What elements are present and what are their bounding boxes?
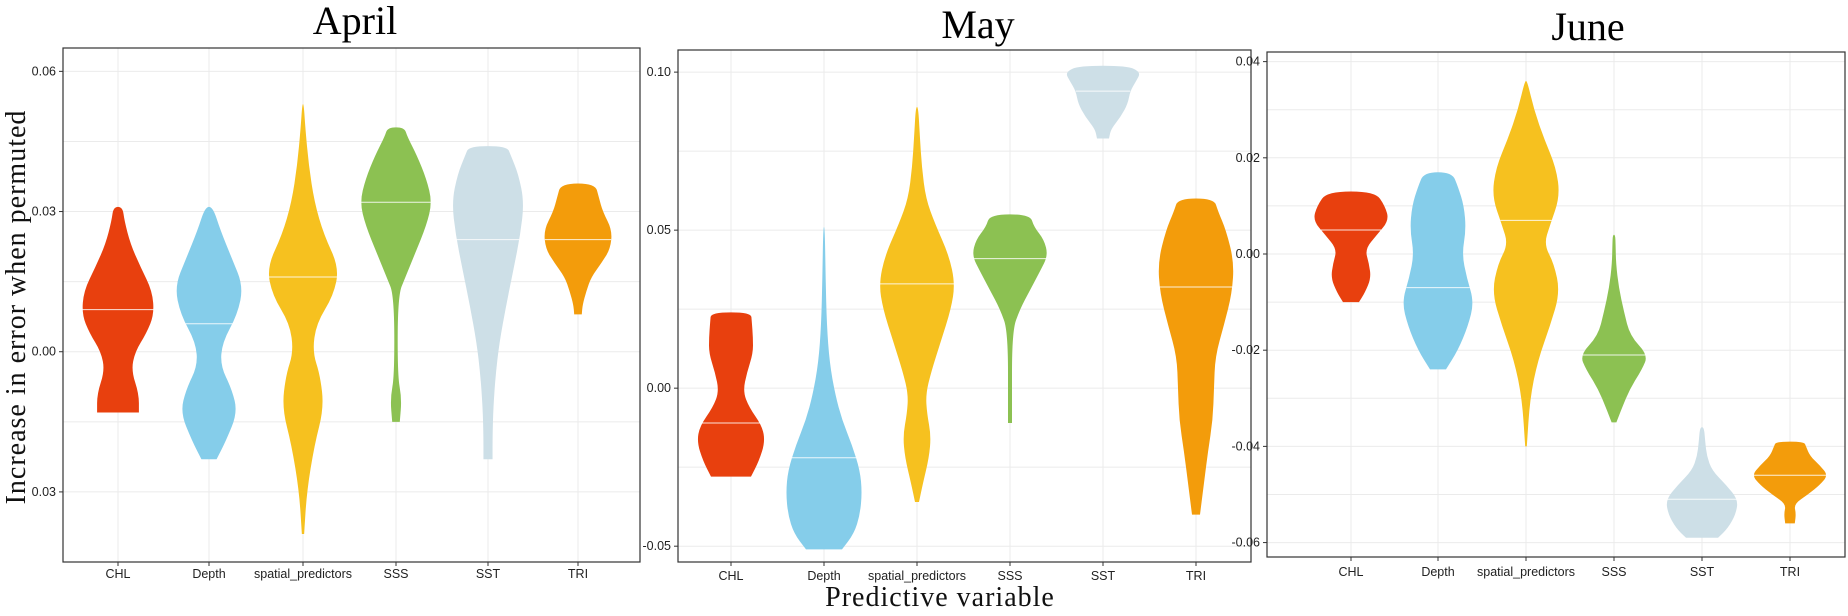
violin-sss xyxy=(361,127,431,422)
x-tick-label-tri: TRI xyxy=(1780,565,1800,579)
y-tick-label: 0.03 xyxy=(32,485,56,499)
y-tick-label: 0.00 xyxy=(647,381,671,395)
x-tick-label-sst: SST xyxy=(476,567,501,581)
x-tick-label-chl: CHL xyxy=(105,567,130,581)
x-tick-label-tri: TRI xyxy=(568,567,588,581)
violin-depth xyxy=(786,226,862,550)
x-tick-label-chl: CHL xyxy=(1338,565,1363,579)
y-tick-label: 0.04 xyxy=(1236,55,1260,69)
y-tick-label: 0.05 xyxy=(647,223,671,237)
y-tick-label: -0.04 xyxy=(1232,439,1261,453)
y-tick-label: 0.06 xyxy=(32,64,56,78)
panel-title: May xyxy=(941,2,1014,47)
y-axis-title: Increase in error when permuted xyxy=(1,110,32,505)
violin-spatial-predictors xyxy=(880,106,954,502)
violin-spatial-predictors xyxy=(1493,80,1559,447)
plot-frame xyxy=(677,49,1252,563)
x-tick-label-sst: SST xyxy=(1690,565,1715,579)
y-tick-label: 0.10 xyxy=(647,65,671,79)
violin-sst xyxy=(1666,427,1738,538)
y-tick-label: -0.06 xyxy=(1232,536,1261,550)
x-tick-label-spatial-predictors: spatial_predictors xyxy=(1477,565,1575,579)
x-tick-label-chl: CHL xyxy=(718,569,743,583)
x-tick-label-sss: SSS xyxy=(383,567,408,581)
x-tick-label-sst: SST xyxy=(1091,569,1116,583)
panel-april: April 0.06 0.03 0.00 0.03 CHL Depth spatial_pre… xyxy=(32,0,641,581)
panel-june: June 0.04 0.02 0.00 -0.02 -0.04 -0.06 CHL Depth s… xyxy=(1232,4,1846,579)
x-tick-label-tri: TRI xyxy=(1186,569,1206,583)
violin-chl xyxy=(1314,191,1388,303)
panel-title: June xyxy=(1551,4,1624,49)
x-tick-label-depth: Depth xyxy=(807,569,840,583)
x-axis-title: Predictive variable xyxy=(825,582,1055,613)
violin-chl xyxy=(697,312,765,477)
y-tick-label: 0.00 xyxy=(1236,247,1260,261)
panel-title: April xyxy=(313,0,397,43)
violin-sst xyxy=(453,146,523,460)
y-tick-label: 0.02 xyxy=(1236,151,1260,165)
violin-depth xyxy=(1403,172,1473,370)
x-tick-label-spatial-predictors: spatial_predictors xyxy=(254,567,352,581)
panel-may: May 0.10 0.05 0.00 -0.05 CHL Depth spatial_pred… xyxy=(643,2,1252,583)
y-tick-label: 0.03 xyxy=(32,205,56,219)
violin-tri xyxy=(544,183,612,315)
x-tick-label-depth: Depth xyxy=(192,567,225,581)
violin-tri xyxy=(1158,198,1234,515)
violin-depth xyxy=(176,206,242,460)
x-tick-label-depth: Depth xyxy=(1421,565,1454,579)
plot-frame xyxy=(1266,51,1846,558)
violin-sst xyxy=(1066,65,1140,139)
x-tick-label-spatial-predictors: spatial_predictors xyxy=(868,569,966,583)
violin-sss xyxy=(1582,234,1646,423)
y-tick-label: -0.02 xyxy=(1232,343,1261,357)
x-tick-label-sss: SSS xyxy=(997,569,1022,583)
violin-sss xyxy=(973,214,1047,423)
violin-spatial-predictors xyxy=(268,104,338,534)
y-tick-label: 0.00 xyxy=(32,345,56,359)
x-tick-label-sss: SSS xyxy=(1601,565,1626,579)
y-tick-label: -0.05 xyxy=(643,539,672,553)
violin-tri xyxy=(1754,441,1826,524)
plot-frame xyxy=(62,47,641,563)
